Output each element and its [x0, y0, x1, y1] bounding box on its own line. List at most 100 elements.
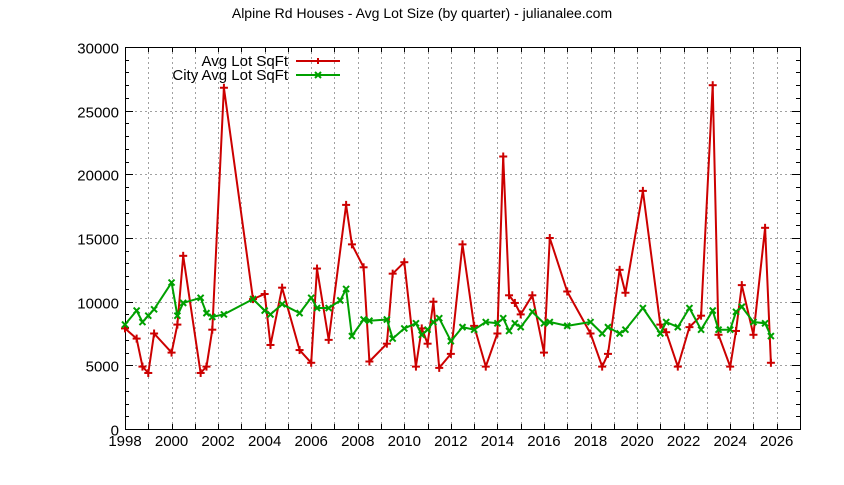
grid-lines: [125, 47, 800, 429]
axes: 0 5000 10000 15000 20000 25000 30000 1998 2000 20…: [77, 41, 801, 450]
legend-label-avg-lot: Avg Lot SqFt: [202, 53, 289, 70]
x-tick-label: 2024: [713, 433, 746, 450]
x-marker-icon: [639, 304, 647, 312]
x-marker-icon: [685, 304, 694, 312]
x-tick-label: 1998: [108, 433, 141, 450]
x-tick-label: 2014: [481, 433, 514, 450]
x-marker-icon: [342, 285, 350, 293]
plus-marker-icon: [202, 362, 211, 371]
plus-marker-icon: [510, 298, 519, 307]
series-city-avg-lot-sqft: [121, 278, 775, 345]
x-marker-icon: [726, 325, 734, 334]
x-marker-icon: [505, 327, 513, 335]
plus-marker-icon: [219, 83, 228, 92]
plus-marker-icon: [278, 283, 287, 292]
plus-marker-icon: [359, 263, 368, 272]
plus-marker-icon: [167, 348, 176, 357]
x-marker-icon: [144, 311, 152, 320]
x-tick-label: 2018: [574, 433, 607, 450]
plus-marker-icon: [132, 334, 141, 343]
x-marker-icon: [499, 314, 507, 322]
x-marker-icon: [400, 324, 409, 333]
plus-marker-icon: [138, 362, 147, 371]
x-tick-label: 2008: [341, 433, 374, 450]
plot-frame: [125, 47, 801, 430]
plus-marker-icon: [749, 330, 758, 339]
chart-title: Alpine Rd Houses - Avg Lot Size (by quar…: [232, 5, 612, 21]
x-marker-icon: [295, 309, 304, 317]
x-marker-icon: [458, 323, 467, 331]
x-marker-icon: [278, 300, 286, 308]
x-marker-icon: [429, 318, 438, 326]
x-marker-icon: [336, 296, 345, 305]
plus-marker-icon: [586, 329, 595, 338]
y-tick-label: 10000: [77, 296, 119, 313]
plus-marker-icon: [295, 346, 304, 355]
x-marker-icon: [540, 319, 548, 328]
plus-marker-icon: [382, 339, 391, 348]
x-marker-icon: [121, 320, 129, 329]
x-tick-label: 2020: [620, 433, 653, 450]
x-marker-icon: [674, 323, 682, 331]
plus-marker-icon: [388, 269, 397, 278]
y-tick-label: 5000: [86, 359, 119, 376]
x-tick-label: 2010: [388, 433, 421, 450]
plus-marker-icon: [603, 349, 612, 358]
x-marker-icon: [761, 319, 769, 328]
plus-marker-icon: [365, 357, 374, 366]
plus-marker-icon: [411, 362, 420, 371]
data-series: [121, 81, 775, 377]
plus-marker-icon: [545, 234, 554, 242]
x-tick-label: 2002: [201, 433, 234, 450]
plus-marker-icon: [400, 258, 409, 267]
x-marker-icon: [586, 318, 595, 326]
x-tick-label: 2004: [248, 433, 281, 450]
plus-marker-icon: [179, 251, 188, 260]
plus-marker-icon: [260, 290, 269, 299]
series-avg-lot-sqft: [121, 81, 775, 377]
x-marker-icon: [196, 294, 205, 302]
plus-marker-icon: [144, 368, 153, 377]
plus-marker-icon: [697, 311, 706, 320]
y-tick-label: 15000: [77, 232, 119, 249]
x-marker-icon: [388, 334, 397, 343]
plus-marker-icon: [708, 81, 717, 90]
plus-marker-icon: [481, 362, 490, 371]
x-marker-icon: [423, 325, 432, 334]
x-marker-icon: [662, 318, 670, 326]
x-marker-icon: [738, 303, 746, 311]
x-marker-icon: [167, 278, 176, 287]
plus-marker-icon: [435, 363, 444, 372]
x-marker-icon: [313, 304, 321, 312]
plus-marker-icon: [673, 362, 682, 371]
x-marker-icon: [314, 71, 322, 79]
x-tick-label: 2022: [667, 433, 700, 450]
plus-marker-icon: [737, 281, 746, 290]
x-marker-icon: [767, 332, 775, 340]
x-marker-icon: [179, 299, 187, 307]
x-marker-icon: [266, 310, 275, 319]
x-marker-icon: [260, 306, 269, 315]
x-marker-icon: [202, 309, 211, 317]
x-marker-icon: [749, 318, 758, 326]
x-tick-label: 2006: [295, 433, 328, 450]
x-marker-icon: [470, 325, 478, 334]
plus-marker-icon: [458, 240, 467, 249]
x-tick-label: 2026: [760, 433, 793, 450]
plus-marker-icon: [598, 362, 607, 371]
plus-marker-icon: [528, 291, 537, 300]
plus-marker-icon: [731, 326, 740, 335]
plus-marker-icon: [766, 358, 775, 367]
plus-marker-icon: [499, 152, 508, 161]
y-tick-label: 0: [111, 423, 119, 440]
plus-marker-icon: [347, 240, 356, 249]
x-marker-icon: [208, 313, 216, 321]
plus-marker-icon: [493, 329, 502, 338]
plus-marker-icon: [505, 291, 514, 300]
x-tick-label: 2000: [155, 433, 188, 450]
x-marker-icon: [709, 306, 717, 315]
x-marker-icon: [546, 318, 554, 326]
plus-marker-icon: [307, 358, 316, 367]
x-marker-icon: [138, 318, 147, 326]
